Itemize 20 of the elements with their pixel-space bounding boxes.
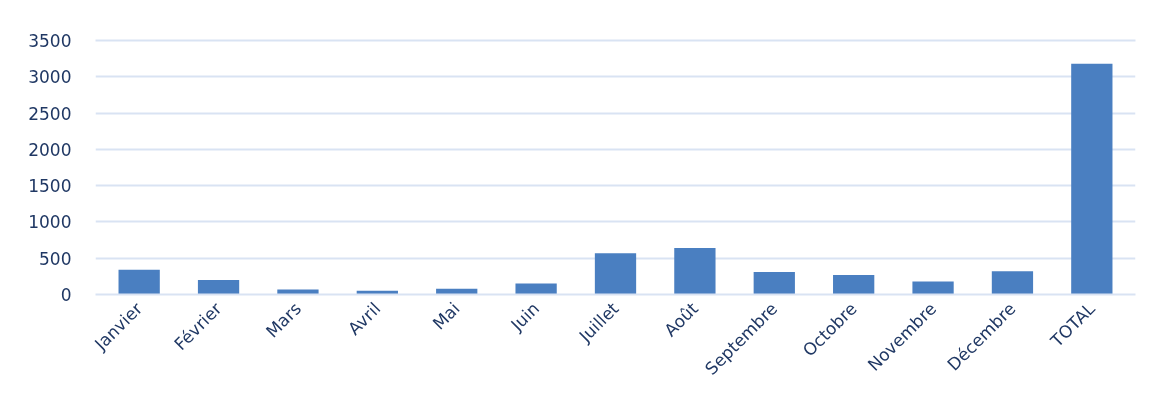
bar: [833, 274, 875, 295]
y-tick-label: 3000: [28, 67, 72, 88]
bar: [991, 271, 1034, 295]
x-tick-label: Mai: [428, 298, 464, 334]
bar: [674, 248, 716, 295]
bar: [515, 283, 557, 295]
y-tick-label: 2000: [28, 139, 72, 160]
y-tick-label: 3500: [28, 31, 72, 51]
y-tick-label: 0: [60, 285, 72, 305]
bar: [912, 281, 954, 295]
bar: [1071, 63, 1113, 295]
bar: [197, 279, 240, 295]
y-tick-label: 1000: [28, 212, 72, 233]
bar: [118, 269, 160, 295]
y-tick-label: 2500: [28, 103, 72, 124]
bar: [753, 272, 795, 295]
bar: [277, 289, 319, 295]
bar: [594, 253, 637, 295]
y-tick-label: 500: [39, 248, 72, 269]
y-tick-label: 1500: [28, 176, 72, 197]
